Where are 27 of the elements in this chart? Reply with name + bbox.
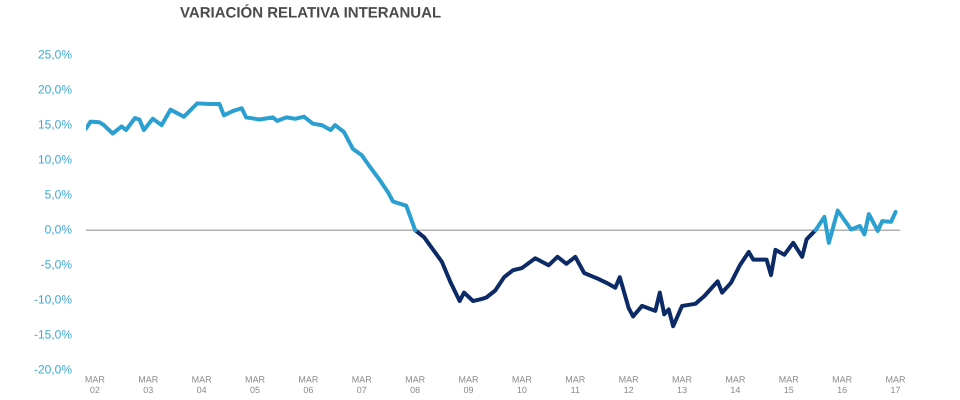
y-tick-label: 15,0% bbox=[38, 117, 72, 132]
y-tick-label: -5,0% bbox=[40, 258, 72, 272]
y-tick-label: -10,0% bbox=[34, 292, 72, 307]
x-tick-label: MAR 05 bbox=[245, 374, 266, 396]
y-tick-label: 20,0% bbox=[38, 82, 72, 96]
x-tick-label: MAR 12 bbox=[618, 374, 640, 396]
x-tick-label: MAR 03 bbox=[138, 374, 159, 396]
chart-title: VARIACIÓN RELATIVA INTERANUAL bbox=[180, 4, 442, 22]
x-tick-label: MAR 08 bbox=[405, 374, 426, 396]
y-tick-label: -20,0% bbox=[34, 362, 72, 377]
y-tick-label: 0,0% bbox=[44, 222, 72, 237]
x-tick-label: MAR 09 bbox=[458, 374, 480, 396]
x-tick-label: MAR 10 bbox=[512, 374, 532, 396]
y-tick-label: 5,0% bbox=[44, 187, 72, 202]
x-tick-label: MAR 15 bbox=[778, 374, 800, 396]
x-tick-label: MAR 16 bbox=[832, 374, 853, 396]
x-tick-label: MAR 02 bbox=[84, 374, 106, 396]
x-tick-label: MAR 04 bbox=[192, 374, 212, 396]
x-tick-label: MAR 11 bbox=[565, 374, 586, 396]
x-tick-label: MAR 13 bbox=[672, 374, 693, 396]
x-tick-label: MAR 14 bbox=[725, 374, 746, 396]
x-tick-label: MAR 07 bbox=[352, 374, 372, 396]
y-tick-label: 10,0% bbox=[38, 152, 72, 166]
x-tick-label: MAR 17 bbox=[886, 374, 906, 396]
x-tick-label: MAR 06 bbox=[298, 374, 319, 396]
y-tick-label: -15,0% bbox=[34, 328, 72, 342]
y-tick-label: 25,0% bbox=[38, 47, 72, 62]
